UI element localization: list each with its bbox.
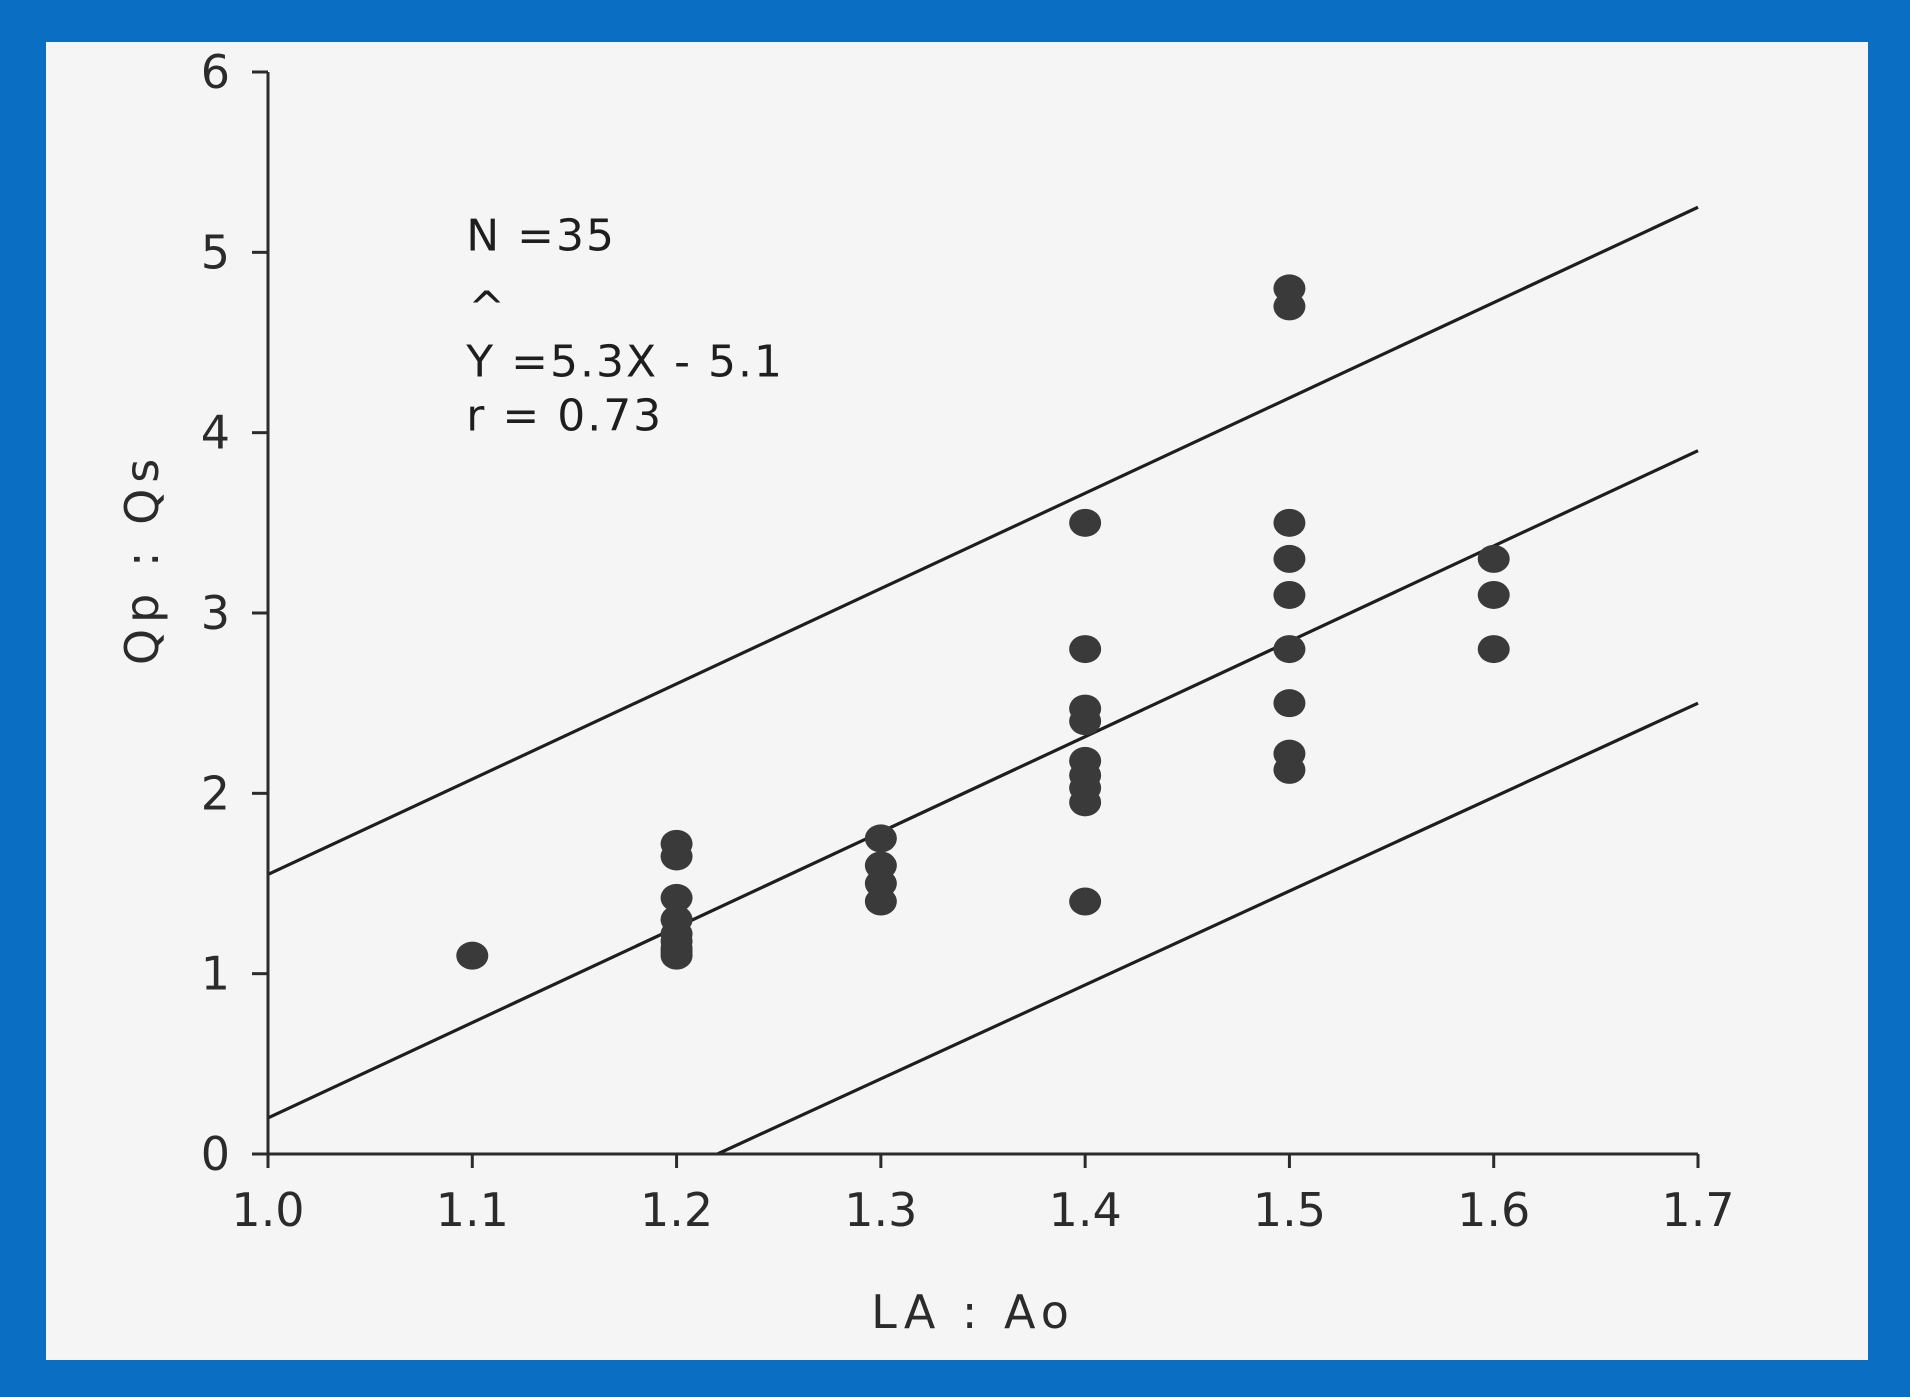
y-tick-label: 3 <box>201 586 230 640</box>
y-tick-label: 6 <box>201 45 230 99</box>
data-point <box>1069 508 1102 537</box>
data-point <box>1273 739 1306 768</box>
data-point <box>660 905 693 934</box>
data-point <box>1477 544 1510 573</box>
data-point <box>1477 580 1510 609</box>
data-point <box>1273 635 1306 664</box>
data-point <box>1273 508 1306 537</box>
scatter-chart: 1.0 1.1 1.2 1.3 1.4 1.5 1.6 1.7 0 1 2 3 4 5 6 LA : Ao… <box>115 45 1735 1339</box>
figure-panel: 1.0 1.1 1.2 1.3 1.4 1.5 1.6 1.7 0 1 2 3 4 5 6 LA : Ao… <box>46 42 1868 1360</box>
annotation-hat: ^ <box>468 282 507 333</box>
data-point <box>1273 544 1306 573</box>
y-axis-label: Qp : Qs <box>115 453 169 665</box>
annotation-correlation: r = 0.73 <box>466 391 663 442</box>
x-tick-label: 1.7 <box>1661 1183 1734 1237</box>
x-tick-label: 1.4 <box>1049 1183 1122 1237</box>
data-point <box>456 941 489 970</box>
regression-line <box>716 701 1699 1156</box>
data-point <box>1273 689 1306 718</box>
y-tick-label: 1 <box>201 947 230 1001</box>
annotation-sample-size: N =35 <box>466 210 616 261</box>
x-axis-label: LA : Ao <box>871 1285 1075 1339</box>
data-point <box>1069 694 1102 723</box>
x-tick-label: 1.1 <box>436 1183 509 1237</box>
data-point <box>1069 635 1102 664</box>
x-tick-label: 1.6 <box>1457 1183 1530 1237</box>
data-point <box>1273 580 1306 609</box>
data-point <box>1273 274 1306 303</box>
y-tick-label: 5 <box>201 225 230 279</box>
data-point <box>864 824 897 853</box>
data-point <box>1069 746 1102 775</box>
data-point <box>1477 635 1510 664</box>
y-tick-label: 2 <box>201 766 230 820</box>
x-tick-label: 1.5 <box>1253 1183 1326 1237</box>
data-point <box>660 883 693 912</box>
x-tick-label: 1.2 <box>640 1183 713 1237</box>
annotation-equation: Y =5.3X - 5.1 <box>465 337 784 388</box>
y-tick-label: 4 <box>201 406 230 460</box>
x-tick-label: 1.3 <box>844 1183 917 1237</box>
data-points <box>456 274 1510 970</box>
data-point <box>864 851 897 880</box>
x-tick-label: 1.0 <box>231 1183 304 1237</box>
regression-line <box>267 449 1699 1120</box>
y-ticks: 0 1 2 3 4 5 6 <box>201 45 268 1181</box>
regression-line <box>267 205 1699 876</box>
data-point <box>1069 887 1102 916</box>
data-point <box>660 829 693 858</box>
regression-lines <box>267 205 1699 1156</box>
x-ticks: 1.0 1.1 1.2 1.3 1.4 1.5 1.6 1.7 <box>231 1154 1735 1237</box>
y-tick-label: 0 <box>201 1127 230 1181</box>
